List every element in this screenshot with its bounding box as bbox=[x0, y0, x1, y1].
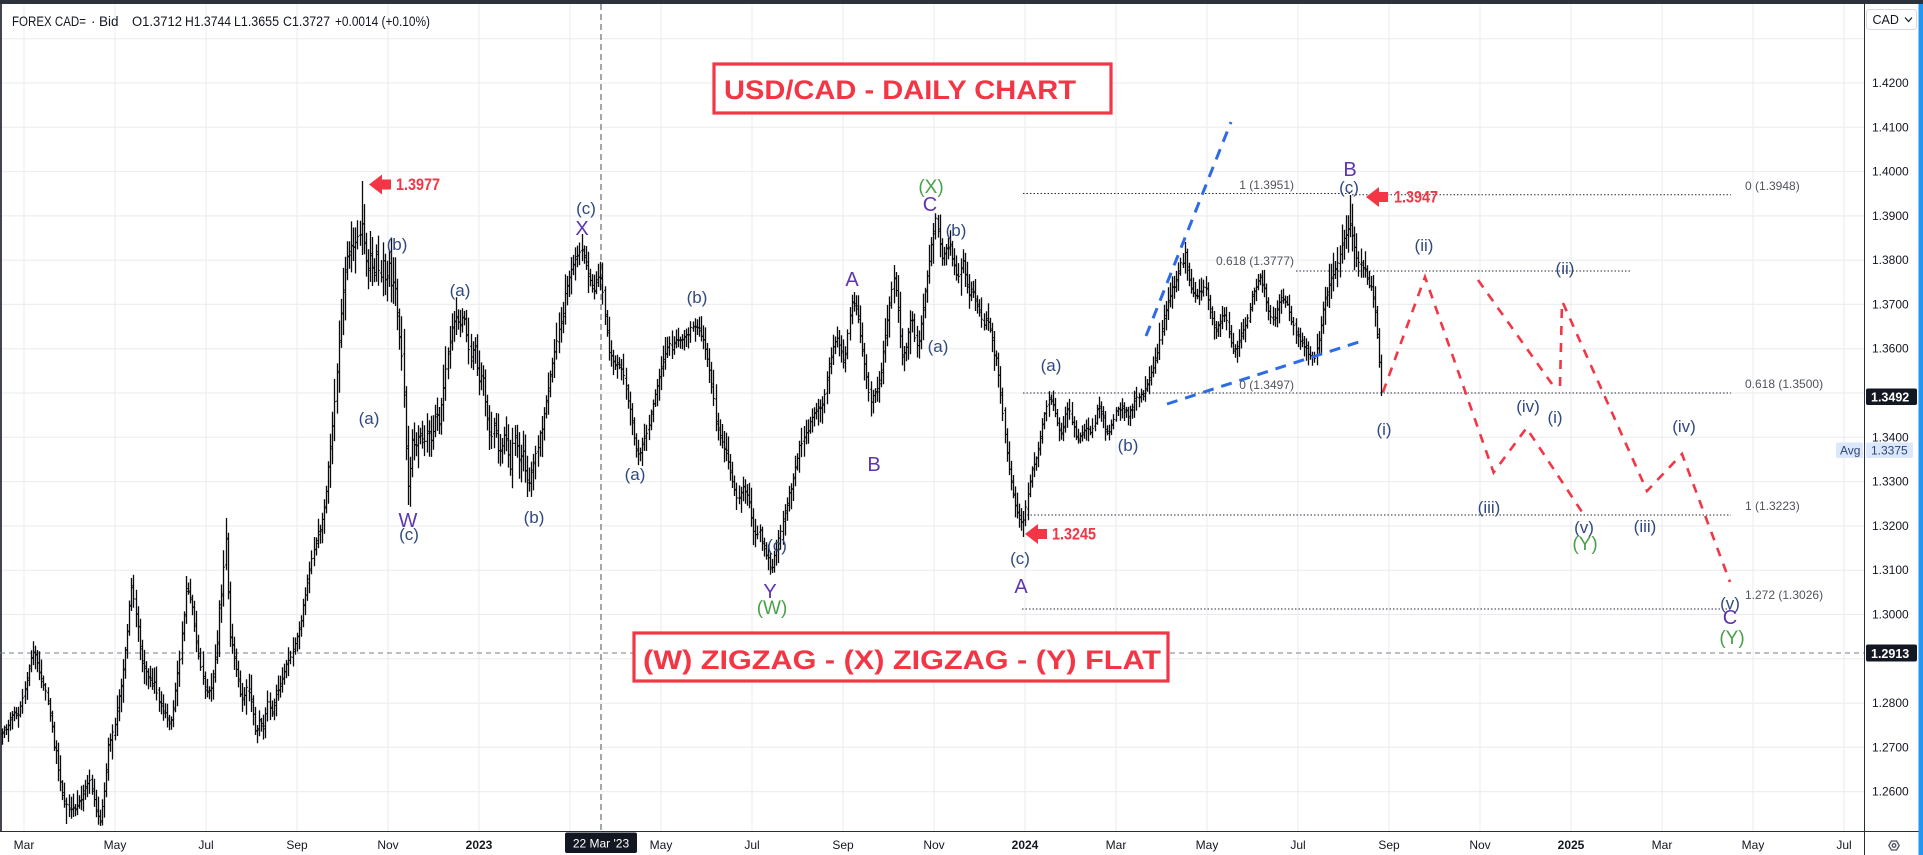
svg-text:(c): (c) bbox=[399, 525, 419, 544]
svg-text:0.618 (1.3500): 0.618 (1.3500) bbox=[1745, 377, 1823, 391]
svg-text:2025: 2025 bbox=[1558, 838, 1585, 852]
svg-text:(b): (b) bbox=[524, 508, 545, 527]
svg-text:(i): (i) bbox=[1376, 420, 1391, 439]
svg-text:W: W bbox=[399, 510, 418, 532]
svg-text:Mar: Mar bbox=[1106, 838, 1127, 852]
svg-text:1.3245: 1.3245 bbox=[1052, 526, 1096, 544]
svg-text:(iv): (iv) bbox=[1672, 417, 1696, 436]
svg-text:(b): (b) bbox=[946, 221, 967, 240]
svg-text:1.3600: 1.3600 bbox=[1872, 342, 1909, 356]
svg-text:Nov: Nov bbox=[1469, 838, 1490, 852]
svg-text:Mar: Mar bbox=[1652, 838, 1673, 852]
svg-text:1 (1.3951): 1 (1.3951) bbox=[1239, 178, 1294, 192]
svg-text:Sep: Sep bbox=[286, 838, 308, 852]
svg-text:B: B bbox=[1343, 159, 1356, 181]
svg-text:C1.3727: C1.3727 bbox=[283, 14, 330, 29]
svg-text:1.2800: 1.2800 bbox=[1872, 696, 1909, 710]
svg-text:1 (1.3223): 1 (1.3223) bbox=[1745, 499, 1800, 513]
svg-text:(Y): (Y) bbox=[1572, 534, 1597, 555]
svg-text:May: May bbox=[650, 838, 673, 852]
svg-text:Avg: Avg bbox=[1840, 444, 1860, 458]
svg-text:C: C bbox=[923, 194, 937, 216]
svg-text:1.3492: 1.3492 bbox=[1871, 391, 1909, 405]
svg-text:0.618 (1.3777): 0.618 (1.3777) bbox=[1216, 254, 1294, 268]
svg-text:Sep: Sep bbox=[832, 838, 854, 852]
svg-text:1.3375: 1.3375 bbox=[1871, 444, 1908, 458]
svg-text:1.3300: 1.3300 bbox=[1872, 475, 1909, 489]
svg-text:Jul: Jul bbox=[1836, 838, 1851, 852]
svg-text:Mar: Mar bbox=[14, 838, 35, 852]
svg-text:(c): (c) bbox=[576, 199, 596, 218]
svg-text:2024: 2024 bbox=[1012, 838, 1039, 852]
svg-text:CAD: CAD bbox=[1873, 13, 1899, 27]
svg-text:X: X bbox=[575, 218, 588, 240]
svg-text:H1.3744: H1.3744 bbox=[185, 14, 231, 29]
svg-text:Y: Y bbox=[763, 581, 776, 603]
svg-text:1.3947: 1.3947 bbox=[1394, 189, 1438, 207]
svg-text:1.3977: 1.3977 bbox=[396, 176, 440, 194]
svg-text:May: May bbox=[104, 838, 127, 852]
svg-text:May: May bbox=[1742, 838, 1765, 852]
svg-text:Jul: Jul bbox=[198, 838, 213, 852]
svg-text:(c): (c) bbox=[1339, 178, 1359, 197]
svg-text:(ii): (ii) bbox=[1415, 236, 1434, 255]
svg-text:Nov: Nov bbox=[377, 838, 398, 852]
svg-text:1.3000: 1.3000 bbox=[1872, 608, 1909, 622]
svg-text:+0.0014 (+0.10%): +0.0014 (+0.10%) bbox=[335, 14, 430, 29]
svg-text:1.3400: 1.3400 bbox=[1872, 430, 1909, 444]
svg-text:May: May bbox=[1196, 838, 1219, 852]
svg-text:0 (1.3948): 0 (1.3948) bbox=[1745, 179, 1800, 193]
svg-text:1.4200: 1.4200 bbox=[1872, 76, 1909, 90]
svg-text:1.2600: 1.2600 bbox=[1872, 785, 1909, 799]
svg-text:(c): (c) bbox=[767, 536, 787, 555]
svg-text:Nov: Nov bbox=[923, 838, 944, 852]
svg-text:1.4000: 1.4000 bbox=[1872, 165, 1909, 179]
svg-text:(a): (a) bbox=[928, 337, 949, 356]
svg-text:Sep: Sep bbox=[1378, 838, 1400, 852]
svg-text:1.3700: 1.3700 bbox=[1872, 297, 1909, 311]
svg-text:(a): (a) bbox=[450, 281, 471, 300]
svg-text:·: · bbox=[91, 14, 96, 29]
svg-text:(v): (v) bbox=[1574, 518, 1594, 537]
svg-text:1.4100: 1.4100 bbox=[1872, 120, 1909, 134]
svg-text:Jul: Jul bbox=[744, 838, 759, 852]
svg-text:1.3200: 1.3200 bbox=[1872, 519, 1909, 533]
svg-text:Bid: Bid bbox=[99, 14, 119, 29]
svg-text:FOREX CAD=: FOREX CAD= bbox=[12, 14, 86, 29]
svg-text:(b): (b) bbox=[687, 288, 708, 307]
svg-text:2023: 2023 bbox=[466, 838, 493, 852]
svg-text:(c): (c) bbox=[1010, 549, 1030, 568]
svg-text:A: A bbox=[845, 269, 859, 291]
svg-text:(v): (v) bbox=[1720, 594, 1740, 613]
svg-text:(iii): (iii) bbox=[1634, 517, 1657, 536]
svg-text:C: C bbox=[1723, 607, 1737, 629]
svg-text:1.3900: 1.3900 bbox=[1872, 209, 1909, 223]
svg-text:(iv): (iv) bbox=[1516, 397, 1540, 416]
svg-text:B: B bbox=[867, 454, 880, 476]
svg-text:(a): (a) bbox=[359, 409, 380, 428]
svg-text:(b): (b) bbox=[387, 235, 408, 254]
svg-text:(iii): (iii) bbox=[1478, 498, 1501, 517]
svg-text:0 (1.3497): 0 (1.3497) bbox=[1239, 378, 1294, 392]
svg-text:(X): (X) bbox=[918, 177, 943, 198]
svg-text:USD/CAD - DAILY CHART: USD/CAD - DAILY CHART bbox=[724, 75, 1077, 105]
svg-text:(a): (a) bbox=[625, 465, 646, 484]
svg-text:1.2913: 1.2913 bbox=[1871, 647, 1909, 661]
svg-text:1.3800: 1.3800 bbox=[1872, 253, 1909, 267]
svg-text:22 Mar '23: 22 Mar '23 bbox=[573, 837, 630, 851]
svg-text:Jul: Jul bbox=[1290, 838, 1305, 852]
svg-text:O1.3712: O1.3712 bbox=[132, 14, 182, 29]
svg-text:(W): (W) bbox=[757, 598, 788, 619]
svg-text:(b): (b) bbox=[1118, 436, 1139, 455]
svg-text:(ii): (ii) bbox=[1556, 259, 1575, 278]
svg-text:(i): (i) bbox=[1547, 408, 1562, 427]
svg-text:1.3100: 1.3100 bbox=[1872, 563, 1909, 577]
svg-text:1.2700: 1.2700 bbox=[1872, 740, 1909, 754]
svg-text:L1.3655: L1.3655 bbox=[234, 14, 279, 29]
svg-text:(Y): (Y) bbox=[1719, 628, 1744, 649]
svg-text:1.272 (1.3026): 1.272 (1.3026) bbox=[1745, 588, 1823, 602]
svg-text:A: A bbox=[1014, 576, 1028, 598]
svg-text:(W) ZIGZAG - (X) ZIGZAG - (Y): (W) ZIGZAG - (X) ZIGZAG - (Y) FLAT bbox=[643, 645, 1162, 675]
svg-text:(a): (a) bbox=[1041, 356, 1062, 375]
